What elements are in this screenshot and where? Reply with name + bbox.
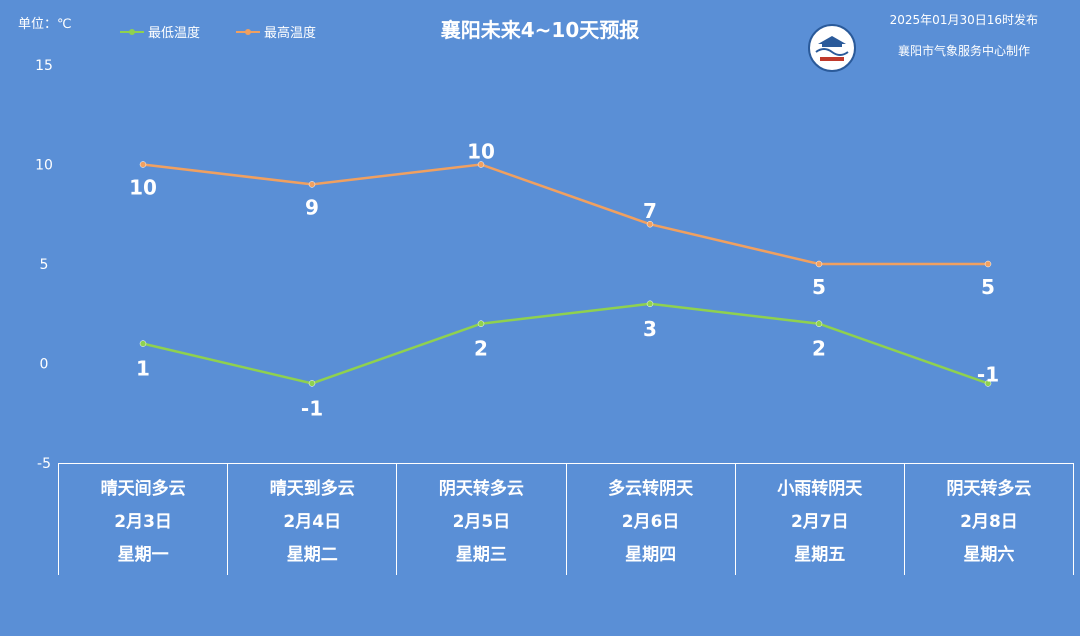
day-weekday: 星期四 bbox=[625, 545, 677, 565]
legend-high-label: 最高温度 bbox=[264, 26, 317, 41]
y-tick-label: -5 bbox=[37, 456, 51, 472]
day-date: 2月3日 bbox=[114, 512, 172, 532]
data-label: 1 bbox=[136, 357, 150, 381]
data-point bbox=[815, 260, 823, 268]
data-point bbox=[477, 320, 485, 327]
day-weekday: 星期三 bbox=[455, 545, 507, 565]
day-weather: 小雨转阴天 bbox=[777, 479, 863, 499]
y-tick-label: 15 bbox=[35, 58, 53, 74]
day-column: 多云转阴天 2月6日星期四 bbox=[565, 464, 735, 575]
data-label: 2 bbox=[812, 337, 826, 361]
data-label: 3 bbox=[643, 317, 657, 341]
data-point bbox=[139, 340, 147, 347]
data-point bbox=[815, 320, 823, 327]
y-tick-label: 5 bbox=[40, 257, 49, 273]
legend-item-low: 最低温度 bbox=[120, 22, 200, 41]
day-column: 阴天转多云 2月5日星期三 bbox=[396, 464, 565, 575]
daily-forecast-table: 晴天间多云 2月3日星期一 晴天到多云 2月4日星期二 阴天转多云 2月5日星期三 多云转阴… bbox=[58, 463, 1075, 575]
data-label: -1 bbox=[301, 396, 323, 420]
series-line-low bbox=[142, 302, 989, 385]
data-point bbox=[139, 161, 147, 168]
day-weekday: 星期六 bbox=[963, 545, 1015, 565]
issued-time: 2025年01月30日16时发布 bbox=[889, 13, 1038, 27]
data-label: 10 bbox=[129, 176, 157, 200]
weather-service-logo-icon bbox=[808, 24, 856, 72]
data-label: 7 bbox=[643, 199, 657, 223]
day-weekday: 星期五 bbox=[794, 545, 846, 565]
series-line-high bbox=[142, 163, 988, 266]
day-date: 2月6日 bbox=[621, 512, 680, 532]
day-date: 2月7日 bbox=[790, 512, 849, 532]
day-weather: 多云转阴天 bbox=[608, 479, 694, 499]
day-weather: 阴天转多云 bbox=[946, 479, 1032, 499]
data-point bbox=[646, 220, 654, 228]
day-column: 小雨转阴天 2月7日星期五 bbox=[734, 464, 904, 575]
day-weather: 晴天到多云 bbox=[269, 479, 355, 499]
day-column: 晴天间多云 2月3日星期一 bbox=[58, 464, 227, 575]
chart-title: 襄阳未来4~10天预报 bbox=[440, 18, 640, 42]
day-column: 晴天到多云 2月4日星期二 bbox=[227, 464, 396, 575]
data-label: -1 bbox=[977, 362, 999, 386]
data-point bbox=[984, 260, 992, 268]
day-weather: 晴天间多云 bbox=[100, 479, 186, 499]
legend-low-swatch-icon bbox=[120, 28, 144, 35]
data-label: 2 bbox=[474, 337, 488, 361]
maker-label: 襄阳市气象服务中心制作 bbox=[897, 44, 1030, 58]
legend-high-swatch-icon bbox=[236, 28, 260, 35]
y-tick-label: 0 bbox=[40, 357, 49, 373]
day-weekday: 星期二 bbox=[286, 545, 338, 565]
data-point bbox=[984, 380, 992, 387]
day-column: 阴天转多云 2月8日星期六 bbox=[903, 464, 1075, 575]
day-date: 2月8日 bbox=[960, 512, 1018, 532]
data-label: 9 bbox=[305, 195, 319, 219]
day-weekday: 星期一 bbox=[117, 545, 169, 565]
data-point bbox=[646, 300, 654, 308]
data-label: 5 bbox=[812, 275, 826, 299]
y-tick-label: 10 bbox=[35, 158, 53, 174]
data-label: 5 bbox=[981, 275, 995, 299]
day-date: 2月5日 bbox=[452, 512, 511, 532]
day-weather: 阴天转多云 bbox=[438, 479, 524, 499]
data-point bbox=[308, 181, 316, 188]
data-point bbox=[308, 380, 316, 387]
unit-label: 单位：℃ bbox=[18, 17, 72, 32]
data-point bbox=[477, 161, 485, 168]
day-date: 2月4日 bbox=[283, 512, 342, 532]
legend-item-high: 最高温度 bbox=[236, 22, 316, 41]
legend-low-label: 最低温度 bbox=[148, 26, 201, 41]
data-label: 10 bbox=[467, 140, 495, 164]
